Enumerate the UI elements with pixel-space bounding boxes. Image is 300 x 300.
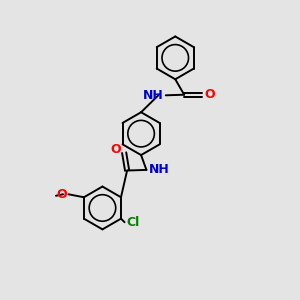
Text: NH: NH bbox=[149, 164, 170, 176]
Text: O: O bbox=[204, 88, 215, 101]
Text: O: O bbox=[56, 188, 67, 201]
Text: Cl: Cl bbox=[126, 216, 139, 229]
Text: O: O bbox=[110, 143, 121, 156]
Text: NH: NH bbox=[143, 89, 164, 102]
